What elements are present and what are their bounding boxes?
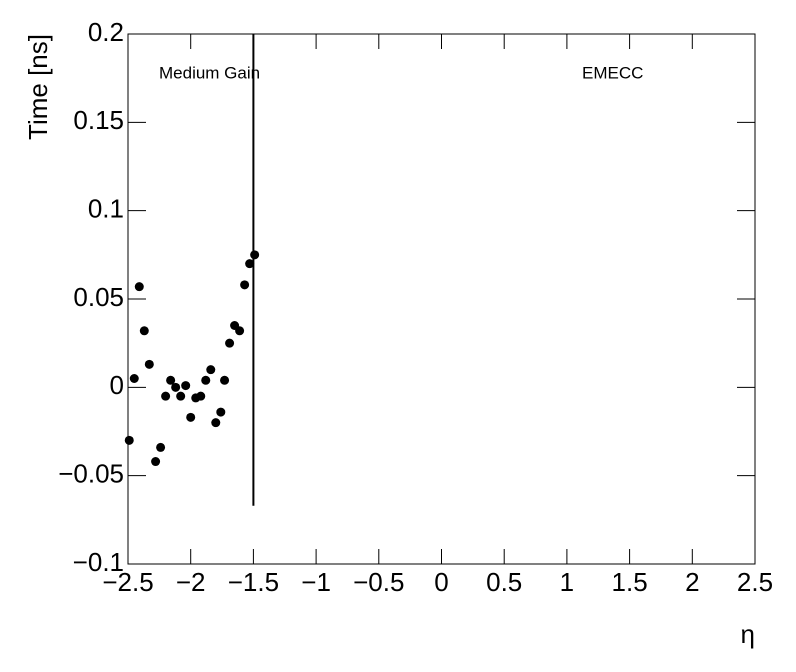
data-point bbox=[196, 391, 206, 401]
x-tick-label: 0 bbox=[434, 567, 448, 597]
data-point bbox=[139, 326, 149, 336]
plot-frame bbox=[127, 33, 756, 565]
annotation: EMECC bbox=[582, 63, 643, 82]
x-tick-label: 1.5 bbox=[612, 567, 648, 597]
data-point bbox=[176, 391, 186, 401]
data-point bbox=[235, 326, 245, 336]
data-point bbox=[225, 338, 235, 348]
x-tick-label: −1 bbox=[301, 567, 331, 597]
y-tick-label: 0.05 bbox=[73, 282, 124, 312]
data-point bbox=[181, 381, 191, 391]
data-point bbox=[220, 375, 230, 385]
data-point bbox=[250, 250, 260, 260]
data-point bbox=[151, 457, 161, 467]
data-point bbox=[161, 391, 171, 401]
y-tick-label: −0.1 bbox=[73, 547, 124, 577]
data-point bbox=[216, 407, 226, 417]
x-tick-label: 1 bbox=[560, 567, 574, 597]
x-tick-label: 2.5 bbox=[737, 567, 773, 597]
x-tick-label: −2.5 bbox=[102, 567, 153, 597]
y-tick-label: 0 bbox=[110, 370, 124, 400]
data-point bbox=[240, 280, 250, 290]
data-point bbox=[166, 375, 176, 385]
x-tick-label: −1.5 bbox=[228, 567, 279, 597]
y-tick-label: 0.15 bbox=[73, 105, 124, 135]
x-tick-label: −0.5 bbox=[353, 567, 404, 597]
data-point bbox=[129, 374, 139, 383]
data-point bbox=[211, 418, 221, 428]
y-tick-label: 0.2 bbox=[88, 17, 124, 47]
y-tick-label: 0.1 bbox=[88, 194, 124, 224]
x-axis-label: η bbox=[741, 619, 755, 649]
y-tick-label: −0.05 bbox=[58, 459, 124, 489]
data-point bbox=[206, 365, 216, 375]
data-point bbox=[124, 435, 134, 445]
x-tick-label: 0.5 bbox=[486, 567, 522, 597]
data-point bbox=[156, 442, 166, 452]
y-axis-label: Time [ns] bbox=[23, 34, 53, 140]
data-point bbox=[134, 282, 144, 292]
x-tick-label: 2 bbox=[685, 567, 699, 597]
annotation: Medium Gain bbox=[159, 63, 260, 82]
data-point bbox=[144, 359, 154, 369]
x-tick-label: −2 bbox=[176, 567, 206, 597]
data-point bbox=[171, 382, 181, 392]
data-point bbox=[186, 412, 196, 422]
data-point bbox=[201, 375, 211, 385]
data-point bbox=[245, 259, 255, 269]
